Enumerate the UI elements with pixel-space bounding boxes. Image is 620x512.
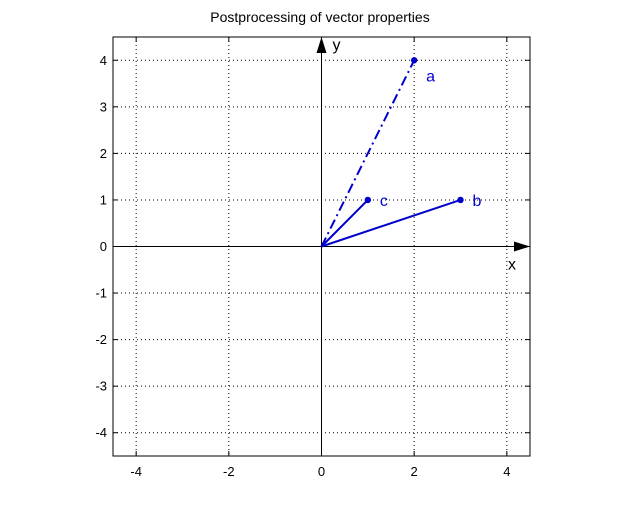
y-tick-label: 2 bbox=[100, 146, 107, 161]
vector-a-label: a bbox=[426, 68, 435, 85]
y-tick-label: 3 bbox=[100, 99, 107, 114]
x-axis-arrow bbox=[514, 241, 530, 252]
y-tick-label: -3 bbox=[95, 379, 107, 394]
vector-c-label: c bbox=[380, 193, 388, 210]
y-axis-arrow bbox=[316, 37, 327, 53]
vector-a-line bbox=[320, 59, 416, 247]
vector-c-line bbox=[320, 199, 369, 248]
y-tick-label: -4 bbox=[95, 425, 107, 440]
vector-a-endpoint bbox=[410, 57, 418, 64]
vector-b-endpoint bbox=[457, 196, 464, 204]
y-tick-label: 1 bbox=[100, 192, 107, 207]
x-tick-label: 0 bbox=[318, 464, 325, 479]
vector-b-line bbox=[321, 198, 461, 248]
y-axis-label: y bbox=[333, 37, 341, 54]
x-axis-label: x bbox=[508, 257, 516, 274]
vectors: a b c bbox=[320, 57, 482, 248]
ticks: -4 -2 0 2 4 -4 -3 -2 -1 0 1 2 3 4 bbox=[95, 37, 530, 479]
vector-b-label: b bbox=[473, 193, 482, 210]
y-tick-label: 0 bbox=[100, 239, 107, 254]
y-tick-label: -2 bbox=[95, 332, 107, 347]
x-tick-label: -2 bbox=[223, 464, 235, 479]
x-tick-label: 4 bbox=[503, 464, 510, 479]
axes: xy bbox=[113, 37, 530, 456]
vector-c-endpoint bbox=[364, 196, 372, 204]
chart-title: Postprocessing of vector properties bbox=[210, 9, 429, 25]
y-tick-label: 4 bbox=[100, 53, 107, 68]
x-tick-label: -4 bbox=[130, 464, 142, 479]
x-tick-label: 2 bbox=[411, 464, 418, 479]
y-tick-label: -1 bbox=[95, 286, 107, 301]
